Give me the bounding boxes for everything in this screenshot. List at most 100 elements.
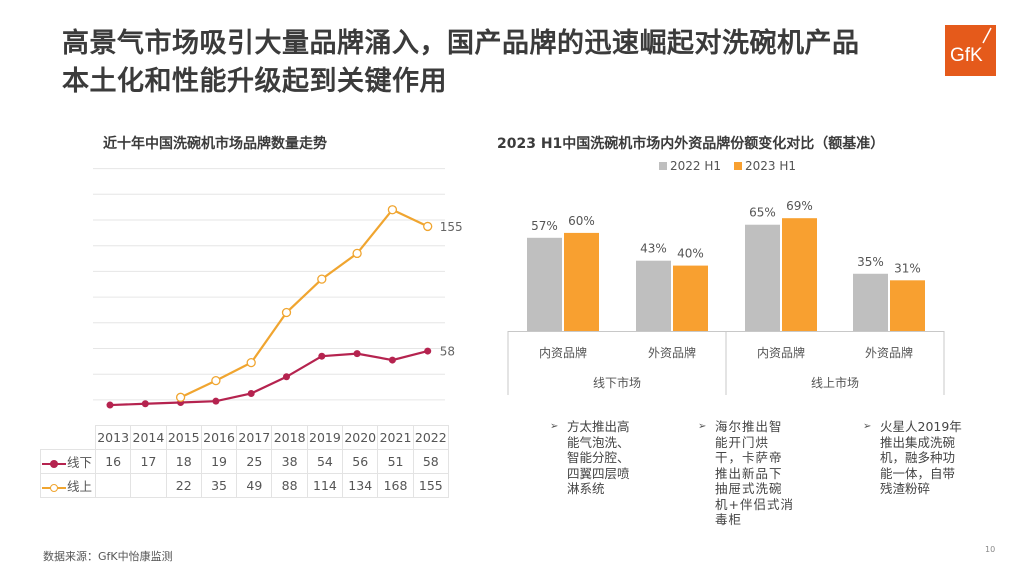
table-cell: 38	[271, 449, 308, 474]
table-year: 2018	[271, 425, 308, 450]
data-point-offline	[353, 350, 361, 358]
series-line-online	[180, 208, 429, 399]
table-header-row: 2013 2014 2015 2016 2017 2018 2019 2020 …	[40, 425, 449, 450]
line-chart-end-labels: 58 155	[440, 220, 463, 359]
table-cell: 16	[94, 449, 132, 474]
bullet-arrow-icon: ➢	[863, 421, 872, 432]
table-corner	[40, 425, 96, 450]
data-point-offline	[424, 347, 432, 355]
bullet-text: 方太推出高能气泡洗、智能分腔、四翼四层喷淋系统	[567, 419, 630, 496]
table-row-offline: 线下 16 17 18 19 25 38 54 56 51 58	[40, 449, 449, 474]
table-cell: 155	[412, 473, 449, 498]
bar-chart-legend: 2022 H1 2023 H1	[659, 159, 796, 173]
page-title-line-2: 本土化和性能升级起到关键作用	[62, 66, 447, 97]
bar-value-label: 31%	[894, 261, 921, 275]
bar-value-label: 65%	[749, 206, 776, 220]
table-year: 2016	[200, 425, 238, 450]
data-source: 数据来源：GfK中怡康监测	[43, 550, 173, 563]
bullet-text: 海尔推出智能开门烘干，卡萨帝推出新品下抽屉式洗碗机+伴侣式消毒柜	[715, 419, 794, 527]
online-legend-marker-icon	[41, 483, 66, 493]
bar-2022h1	[636, 260, 671, 331]
table-year: 2019	[306, 425, 344, 450]
bullet-text: 火星人2019年推出集成洗碗机，融多种功能一体，自带残渣粉碎	[880, 419, 962, 496]
end-value-label: 155	[440, 220, 463, 234]
data-point-offline	[212, 397, 220, 405]
data-point-offline	[247, 389, 255, 397]
data-point-online	[246, 357, 256, 368]
data-point-online	[423, 221, 433, 232]
legend-swatch-icon	[659, 162, 667, 170]
bar-value-label: 43%	[640, 242, 667, 256]
table-row-label: 线上	[40, 473, 96, 498]
bullet-arrow-icon: ➢	[698, 421, 707, 432]
table-cell: 51	[377, 449, 414, 474]
logo-text: GfK	[950, 45, 983, 66]
bar-value-label: 40%	[677, 247, 704, 261]
line-chart-gridlines	[93, 168, 445, 401]
bar-value-label: 60%	[568, 214, 595, 228]
table-cell	[130, 473, 167, 498]
table-cell: 88	[271, 473, 308, 498]
table-cell: 35	[200, 473, 238, 498]
legend-swatch-icon	[734, 162, 742, 170]
line-chart-points	[106, 205, 433, 409]
bar-2022h1	[745, 224, 780, 331]
gfk-logo: GfK	[945, 25, 996, 76]
bar-2023h1	[673, 265, 708, 331]
category-label: 外资品牌	[648, 346, 696, 360]
bullet-arrow-icon: ➢	[550, 421, 559, 432]
data-point-offline	[283, 373, 290, 381]
line-chart-series	[109, 208, 429, 407]
table-year: 2013	[94, 425, 132, 450]
table-cell: 49	[236, 473, 273, 498]
category-label: 内资品牌	[757, 346, 805, 360]
data-point-online	[211, 375, 221, 386]
group-label: 线上市场	[811, 375, 859, 390]
bar-2023h1	[564, 232, 599, 331]
bar-2022h1	[527, 237, 562, 331]
line-chart-title: 近十年中国洗碗机市场品牌数量走势	[103, 136, 327, 152]
logo-accent-stroke	[982, 27, 992, 44]
table-year: 2022	[412, 425, 449, 450]
bar-2023h1	[890, 280, 925, 331]
data-point-offline	[388, 356, 396, 364]
table-cell: 22	[165, 473, 202, 498]
data-point-online	[281, 307, 292, 318]
table-row-label: 线下	[40, 449, 96, 474]
line-chart-data-table: 2013 2014 2015 2016 2017 2018 2019 2020 …	[40, 425, 449, 498]
data-point-online	[352, 248, 362, 259]
online-label: 线上	[66, 479, 92, 494]
page-number: 10	[985, 545, 996, 554]
data-point-offline	[106, 401, 114, 409]
bar-chart-value-labels: 57% 60% 43% 40% 65% 69% 35% 31%	[531, 199, 921, 275]
table-cell: 19	[200, 449, 238, 474]
table-cell: 17	[130, 449, 167, 474]
legend-label: 2022 H1	[670, 159, 721, 173]
data-point-offline	[318, 352, 326, 360]
data-point-online	[387, 205, 398, 215]
category-label: 内资品牌	[539, 346, 587, 360]
data-point-offline	[141, 400, 149, 408]
bar-2023h1	[782, 218, 817, 331]
table-cell: 114	[306, 473, 344, 498]
bar-value-label: 57%	[531, 219, 558, 233]
bar-2022h1	[853, 273, 888, 331]
table-year: 2020	[342, 425, 379, 450]
table-cell: 134	[342, 473, 379, 498]
table-cell: 168	[377, 473, 414, 498]
bar-chart-bars	[527, 218, 925, 331]
table-year: 2021	[377, 425, 414, 450]
table-year: 2017	[236, 425, 273, 450]
gfk-logo-icon: GfK	[950, 27, 992, 66]
bar-chart-title: 2023 H1中国洗碗机市场内外资品牌份额变化对比（额基准）	[497, 136, 885, 152]
offline-label: 线下	[66, 455, 92, 470]
table-cell: 56	[342, 449, 379, 474]
bar-value-label: 35%	[857, 255, 884, 269]
table-cell: 18	[165, 449, 202, 474]
data-point-online	[175, 392, 186, 402]
table-cell	[94, 473, 132, 498]
data-point-online	[317, 274, 327, 284]
offline-legend-marker-icon	[41, 459, 66, 469]
